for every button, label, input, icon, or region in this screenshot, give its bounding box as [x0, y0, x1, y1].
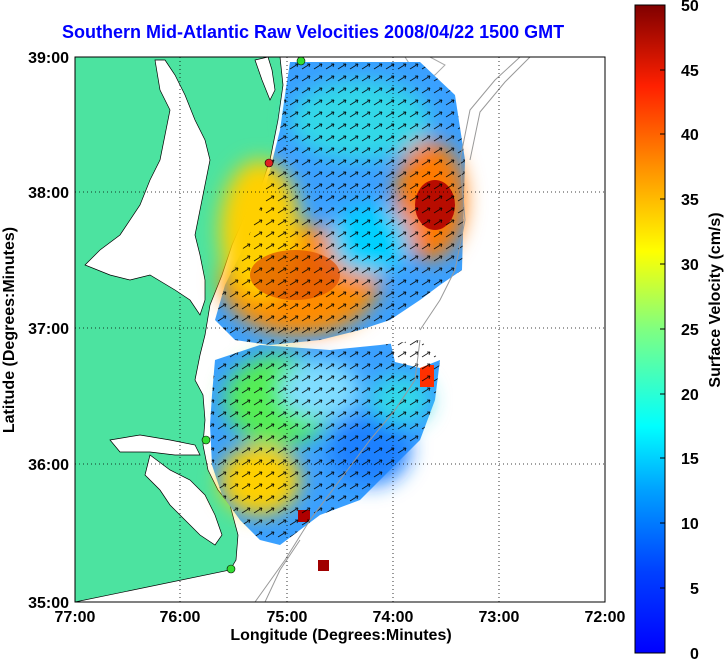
colorbar-tick: 40	[681, 127, 699, 144]
colorbar-tick: 35	[681, 192, 699, 209]
colorbar-tick: 15	[681, 451, 699, 468]
pamlico-sound	[144, 454, 223, 546]
colorbar-label: Surface Velocity (cm/s)	[707, 212, 724, 387]
colorbar-tick: 10	[681, 516, 699, 533]
velocity-field	[210, 62, 465, 571]
x-tick: 76:00	[160, 609, 201, 626]
x-tick-labels: 77:00 76:00 75:00 74:00 73:00 72:00	[55, 609, 626, 626]
y-tick: 35:00	[28, 595, 69, 612]
x-tick: 77:00	[55, 609, 96, 626]
x-tick: 73:00	[479, 609, 520, 626]
albemarle-sound	[109, 434, 201, 456]
station-marker	[264, 158, 274, 168]
station-marker	[226, 564, 236, 574]
x-tick: 75:00	[267, 609, 308, 626]
x-tick: 74:00	[373, 609, 414, 626]
y-tick: 37:00	[28, 321, 69, 338]
colorbar-tick: 50	[681, 0, 699, 15]
colorbar-tick: 45	[681, 63, 699, 80]
colorbar-tick: 0	[690, 646, 699, 659]
y-tick: 36:00	[28, 457, 69, 474]
colorbar-tick-labels: 50 45 40 35 30 25 20 15 10 5 0	[681, 0, 699, 659]
y-tick-labels: 39:00 38:00 37:00 36:00 35:00	[28, 50, 69, 612]
x-axis-label: Longitude (Degrees:Minutes)	[230, 627, 451, 644]
colorbar-ticks	[660, 4, 665, 654]
y-tick: 38:00	[28, 185, 69, 202]
colorbar-tick: 30	[681, 257, 699, 274]
x-tick: 72:00	[585, 609, 626, 626]
graticule	[75, 57, 605, 602]
colorbar-tick: 25	[681, 322, 699, 339]
y-axis-label: Latitude (Degrees:Minutes)	[1, 227, 18, 433]
map-title: Southern Mid-Atlantic Raw Velocities 200…	[62, 22, 565, 42]
station-marker	[296, 57, 306, 66]
y-tick: 39:00	[28, 50, 69, 67]
colorbar-tick: 20	[681, 387, 699, 404]
delaware-bay	[254, 57, 276, 101]
station-marker	[201, 435, 211, 445]
colorbar-tick: 5	[690, 581, 699, 598]
chesapeake-bay	[84, 59, 211, 316]
shelf-contours	[254, 57, 531, 602]
